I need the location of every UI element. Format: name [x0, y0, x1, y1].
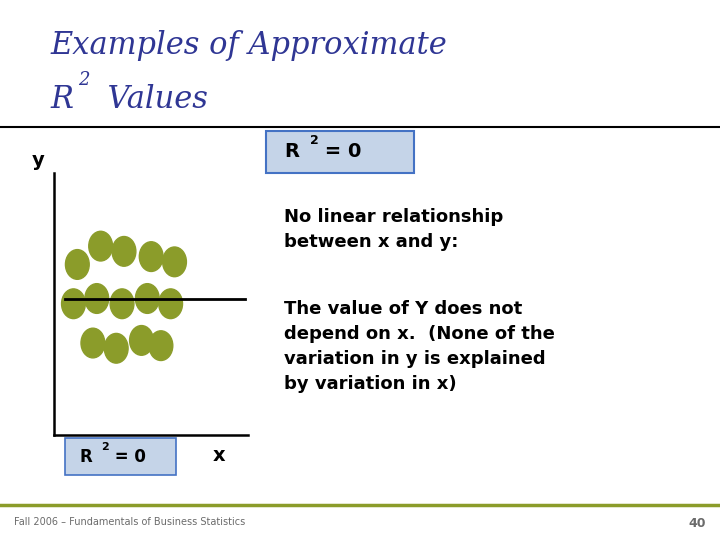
- Ellipse shape: [81, 328, 105, 358]
- Text: y: y: [32, 151, 45, 170]
- Ellipse shape: [66, 249, 89, 279]
- Text: R: R: [284, 142, 300, 161]
- Text: No linear relationship
between x and y:: No linear relationship between x and y:: [284, 208, 504, 251]
- Text: 40: 40: [688, 517, 706, 530]
- Text: 2: 2: [78, 71, 89, 89]
- Text: Examples of Approximate: Examples of Approximate: [50, 30, 447, 60]
- Text: Values: Values: [88, 84, 207, 114]
- Ellipse shape: [163, 247, 186, 276]
- FancyBboxPatch shape: [65, 438, 176, 475]
- Text: R: R: [50, 84, 73, 114]
- Ellipse shape: [104, 333, 128, 363]
- Ellipse shape: [89, 231, 112, 261]
- Ellipse shape: [140, 242, 163, 272]
- Ellipse shape: [61, 289, 85, 319]
- Ellipse shape: [85, 284, 109, 313]
- Text: 2: 2: [310, 134, 319, 147]
- Text: R: R: [79, 448, 92, 466]
- Ellipse shape: [135, 284, 159, 313]
- Text: = 0: = 0: [318, 142, 361, 161]
- Text: The value of Y does not
depend on x.  (None of the
variation in y is explained
b: The value of Y does not depend on x. (No…: [284, 300, 555, 393]
- Ellipse shape: [130, 326, 153, 355]
- Ellipse shape: [110, 289, 134, 319]
- Ellipse shape: [158, 289, 183, 319]
- Text: = 0: = 0: [109, 448, 145, 466]
- Text: Fall 2006 – Fundamentals of Business Statistics: Fall 2006 – Fundamentals of Business Sta…: [14, 517, 246, 528]
- Ellipse shape: [149, 331, 173, 361]
- Ellipse shape: [112, 237, 136, 266]
- FancyBboxPatch shape: [266, 131, 414, 173]
- Text: x: x: [212, 446, 225, 465]
- Text: 2: 2: [102, 442, 109, 452]
